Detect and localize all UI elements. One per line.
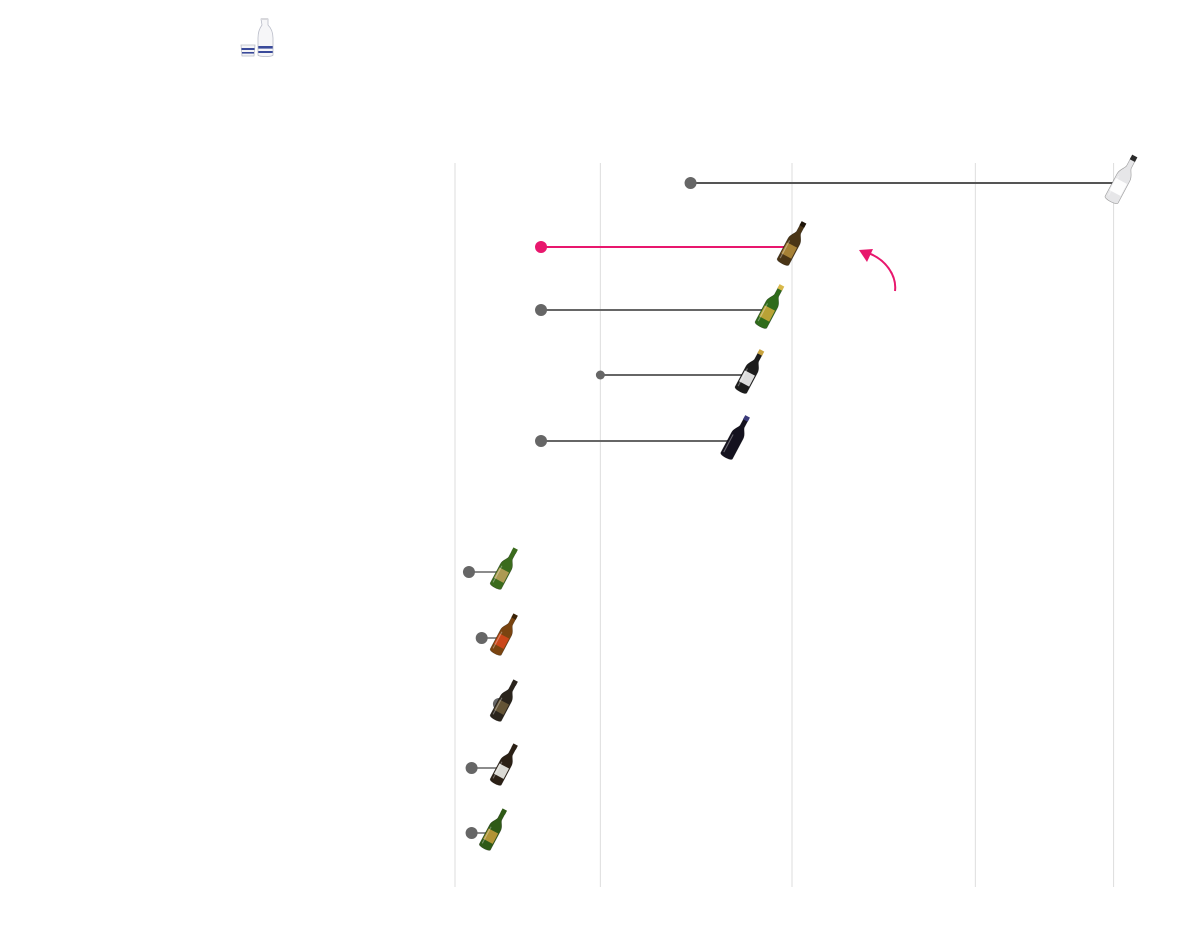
dumbbell-row (535, 415, 750, 460)
dumbbell-row (684, 154, 1138, 204)
bottle-label (724, 436, 741, 453)
bottle-shine (1107, 175, 1120, 196)
bottle-label (781, 242, 798, 259)
dumbbell-row (595, 349, 765, 394)
bottle-cap (799, 221, 807, 228)
dumbbell-row (535, 221, 807, 266)
curved-arrow-icon (859, 249, 897, 292)
bottle-label (483, 828, 499, 844)
green-bottle-icon (754, 284, 785, 329)
bottle-label (739, 370, 755, 387)
start-point (475, 632, 488, 644)
bottle-shine (481, 826, 492, 844)
dark-bottle-icon (489, 679, 518, 722)
dumbbell-row (462, 547, 518, 590)
bottle-shine (492, 697, 503, 715)
start-point (535, 241, 548, 253)
start-point (684, 177, 697, 189)
bottle-label (493, 567, 510, 583)
bottle-cap (1129, 154, 1138, 162)
bottle-body (489, 745, 517, 786)
bottle-cap (511, 547, 518, 554)
green-bottle-icon (479, 808, 508, 851)
bottle-cap (757, 349, 765, 356)
bottle-shine (757, 303, 768, 322)
dumbbell-row (475, 613, 518, 656)
bottle-label (493, 699, 510, 715)
start-point (465, 762, 478, 774)
start-point (595, 370, 605, 380)
bottle-cap (511, 679, 518, 686)
bottle-label (493, 633, 510, 649)
bottle-body (479, 810, 506, 851)
bottle-body (489, 615, 517, 656)
dumbbell-row (535, 284, 785, 329)
dumbbell-row (465, 808, 508, 851)
dumbbell-row (465, 743, 518, 786)
bottle-body (734, 351, 764, 394)
bottle-body (720, 417, 749, 460)
sake-set-icon (240, 18, 274, 57)
bottle-cap (777, 284, 785, 291)
navy-bottle-icon (720, 415, 750, 460)
black-bottle-icon (734, 349, 765, 394)
start-point (462, 566, 475, 578)
start-point (465, 827, 478, 839)
green-bottle-icon (489, 547, 518, 590)
bottle-cap (511, 613, 518, 620)
gridlines (454, 163, 1115, 887)
bottle-body (1104, 157, 1137, 204)
bottle-shine (492, 565, 503, 583)
bottle-shine (492, 761, 503, 779)
bottle-label (759, 305, 775, 322)
clear-bottle-icon (1104, 154, 1138, 204)
bottle-shine (779, 240, 791, 259)
bottle-label (493, 763, 510, 779)
bottle-body (754, 286, 784, 329)
dumbbell-row (489, 679, 518, 722)
bottle-body (489, 549, 517, 590)
bottle-label (1109, 178, 1128, 197)
amber-bottle-icon (489, 613, 518, 656)
start-point (535, 435, 548, 447)
bottle-cap (511, 743, 518, 750)
dark-bottle-icon (489, 743, 518, 786)
bottle-shine (723, 434, 734, 453)
bottle-shine (492, 631, 503, 649)
start-point (535, 304, 548, 316)
brown-bottle-icon (776, 221, 807, 266)
bottle-shine (737, 368, 748, 387)
bottle-cap (743, 415, 750, 422)
bottle-cap (500, 808, 508, 815)
dumbbell-rows (462, 154, 1138, 851)
